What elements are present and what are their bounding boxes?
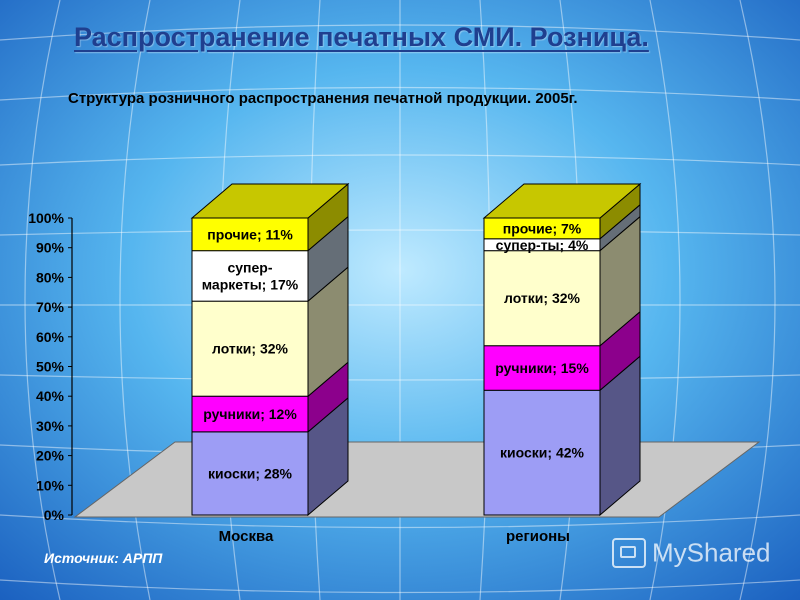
y-tick-label: 40%: [36, 388, 65, 404]
bar-segment-supermarkets: [191, 250, 309, 302]
bar-segment-kiosks: [191, 431, 309, 516]
watermark: MyShared: [612, 536, 782, 570]
data-label-supermarkets: супер-: [227, 259, 272, 275]
slide-title: Распространение печатных СМИ. Розница.: [74, 22, 649, 52]
bar-segment-kiosks: [483, 389, 601, 516]
y-tick-label: 0%: [44, 507, 65, 523]
y-tick-label: 80%: [36, 269, 65, 285]
y-tick-label: 30%: [36, 418, 65, 434]
y-tick-label: 20%: [36, 448, 65, 464]
x-category-label: Москва: [219, 528, 274, 545]
y-tick-label: 60%: [36, 329, 65, 345]
bar-segment-vendors: [483, 345, 601, 391]
data-label-other: прочие; 7%: [503, 220, 582, 236]
y-tick-label: 90%: [36, 240, 65, 256]
bar-segment-stalls: [191, 300, 309, 397]
bar-top-face: [190, 183, 350, 219]
data-label-supermarkets: супер-ты; 4%: [496, 237, 589, 253]
data-label-stalls: лотки; 32%: [504, 290, 581, 306]
presentation-icon: [612, 538, 646, 569]
bar-top-face: [482, 183, 642, 219]
y-tick-label: 50%: [36, 359, 65, 375]
data-label-kiosks: киоски; 42%: [500, 445, 585, 461]
watermark-text: MyShared: [652, 537, 771, 568]
x-category-label: регионы: [506, 528, 570, 545]
y-tick-label: 100%: [28, 210, 64, 226]
data-label-kiosks: киоски; 28%: [208, 465, 293, 481]
source-note: Источник: АРПП: [44, 550, 163, 566]
y-tick-label: 10%: [36, 477, 65, 493]
data-label-stalls: лотки; 32%: [212, 341, 289, 357]
y-tick-label: 70%: [36, 299, 65, 315]
bar-segment-stalls: [483, 250, 601, 347]
chart-title: Структура розничного распространения печ…: [68, 90, 578, 107]
data-label-supermarkets: маркеты; 17%: [202, 276, 299, 292]
data-label-other: прочие; 11%: [207, 226, 293, 242]
data-label-vendors: ручники; 12%: [203, 406, 297, 422]
data-label-vendors: ручники; 15%: [495, 360, 589, 376]
chart-floor: [73, 441, 761, 518]
